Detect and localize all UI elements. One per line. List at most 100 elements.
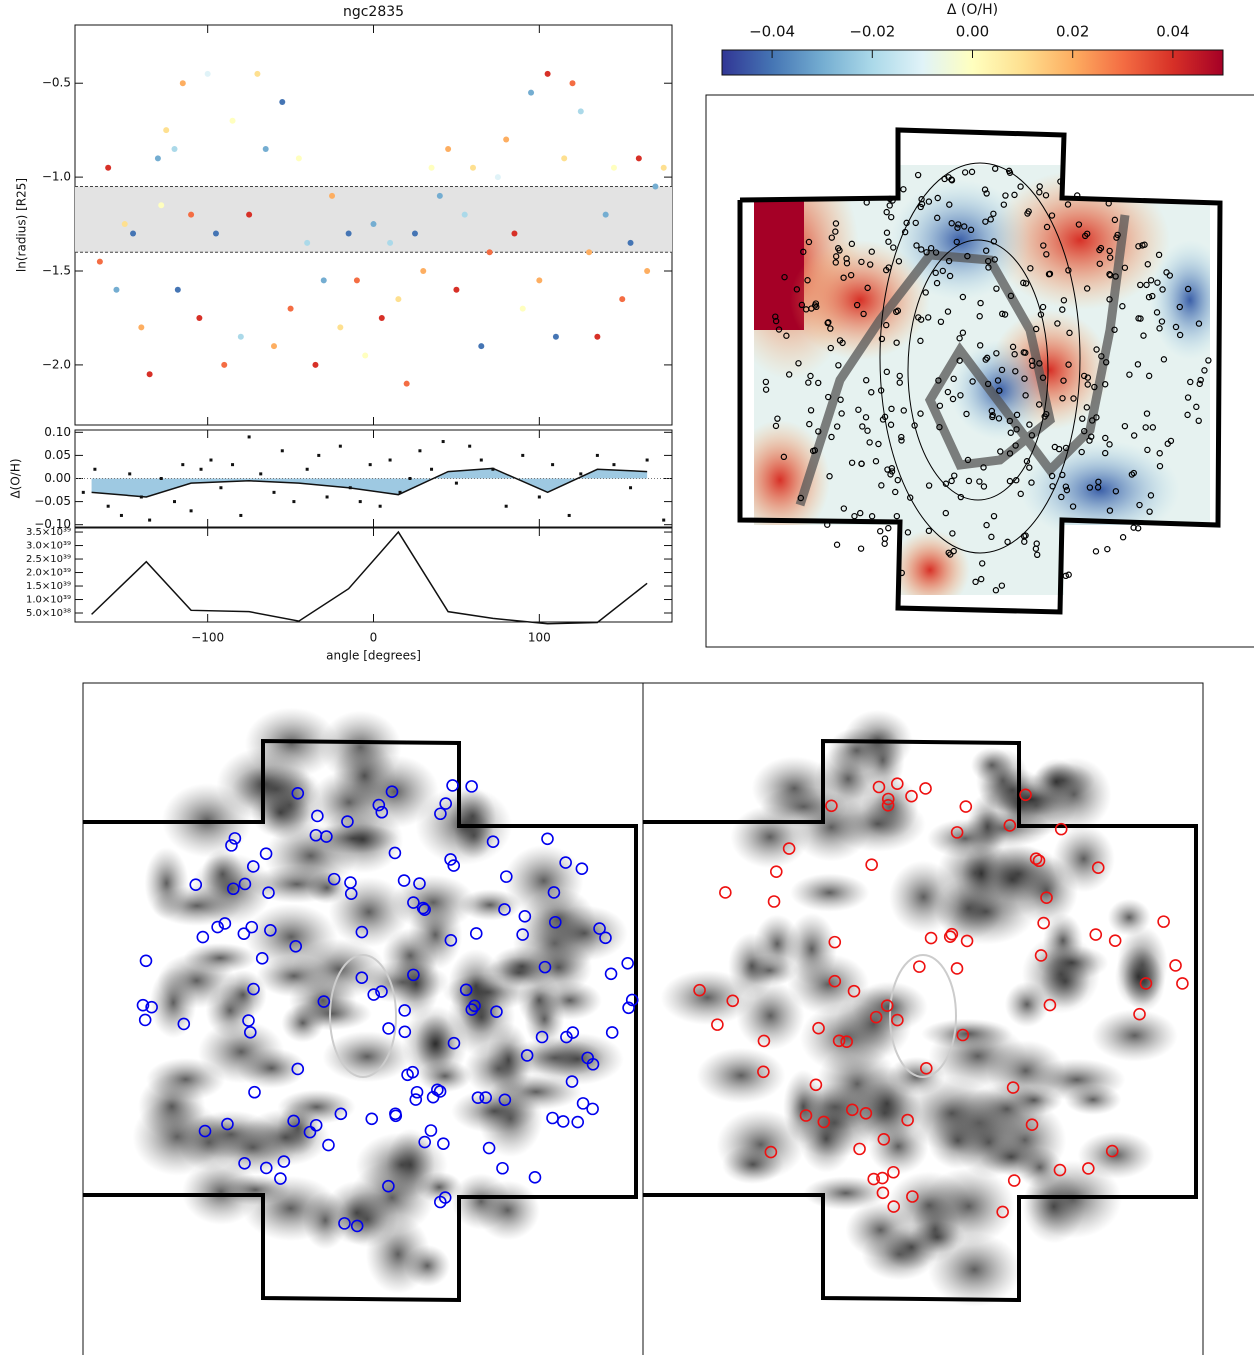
point — [635, 155, 642, 162]
region-marker — [1130, 432, 1138, 439]
blob — [263, 822, 358, 890]
point — [358, 500, 362, 504]
region-marker — [437, 1137, 450, 1150]
point — [221, 361, 228, 368]
region-marker — [898, 569, 905, 577]
region-marker — [1083, 404, 1091, 411]
point — [287, 305, 294, 312]
region-marker — [888, 213, 895, 221]
y-tick-label: 3.0×10³⁹ — [26, 541, 71, 552]
region-marker — [893, 512, 901, 520]
region-marker — [863, 199, 870, 206]
region-marker — [832, 1034, 846, 1048]
region-marker — [1084, 381, 1091, 388]
plots: −2.0 −1.5 −1.0 −0.5 ngc2835 ln(radius) [R25] −… — [9, 2, 1224, 663]
region-marker — [945, 549, 952, 556]
region-marker — [1019, 788, 1032, 802]
region-marker — [984, 380, 992, 388]
region-marker — [950, 826, 964, 839]
region-marker — [1022, 280, 1030, 287]
region-marker — [772, 313, 779, 320]
region-marker — [937, 318, 945, 326]
point — [159, 477, 163, 480]
region-marker — [885, 524, 892, 532]
point — [418, 449, 422, 453]
region-marker — [538, 960, 552, 974]
region-marker — [944, 308, 952, 315]
region-marker — [498, 903, 511, 916]
region-marker — [560, 1030, 573, 1044]
region-marker — [139, 954, 153, 968]
point — [106, 504, 110, 508]
point — [148, 518, 152, 522]
point — [627, 239, 634, 246]
region-marker — [946, 201, 953, 208]
region-marker — [956, 335, 963, 342]
region-marker — [858, 258, 865, 266]
blob — [751, 756, 837, 821]
region-marker — [885, 238, 892, 245]
region-marker — [783, 332, 790, 339]
blob — [789, 873, 870, 912]
region-marker — [876, 528, 884, 535]
region-marker — [847, 271, 855, 279]
region-marker — [757, 1034, 771, 1048]
region-marker — [355, 925, 369, 939]
blob — [531, 1032, 624, 1086]
point — [188, 211, 195, 218]
region-marker — [1013, 476, 1020, 484]
region-marker — [1137, 281, 1144, 289]
region-marker — [780, 453, 788, 461]
colorbar-tick-label: 0.00 — [956, 23, 989, 41]
region-marker — [413, 877, 426, 890]
point — [229, 117, 236, 124]
region-marker — [878, 482, 885, 489]
y-tick-label: 0.10 — [44, 425, 71, 439]
region-marker — [1146, 508, 1153, 515]
region-marker — [847, 984, 861, 998]
x-tick-label: 0 — [370, 631, 378, 645]
region-marker — [1119, 534, 1127, 541]
region-marker — [925, 482, 933, 489]
region-marker — [811, 302, 819, 309]
region-marker — [136, 998, 150, 1012]
region-marker — [762, 386, 770, 393]
region-marker — [997, 448, 1004, 455]
point — [239, 513, 243, 517]
region-marker — [1106, 271, 1113, 278]
point — [453, 286, 460, 293]
region-marker — [785, 371, 793, 378]
trend-area — [91, 468, 648, 497]
images — [83, 707, 1198, 1307]
region-marker — [887, 421, 895, 428]
point — [567, 513, 571, 517]
point — [312, 361, 319, 368]
point — [511, 230, 518, 237]
region-marker — [1187, 378, 1194, 386]
region-marker — [262, 886, 275, 899]
region-marker — [1106, 247, 1113, 255]
point — [259, 472, 263, 476]
region-marker — [434, 807, 447, 821]
point — [179, 80, 186, 87]
region-marker — [1036, 183, 1043, 190]
region-marker — [815, 379, 822, 387]
region-marker — [1049, 483, 1056, 490]
region-marker — [274, 1172, 287, 1185]
point — [537, 495, 541, 499]
region-marker — [1155, 251, 1163, 259]
region-marker — [918, 196, 925, 203]
point — [271, 343, 277, 350]
y-tick-label: −0.5 — [42, 76, 71, 90]
region-marker — [1079, 415, 1086, 422]
region-marker — [833, 423, 841, 430]
region-marker — [1029, 852, 1043, 866]
region-marker — [1012, 442, 1019, 449]
region-marker — [972, 578, 979, 586]
region-marker — [913, 960, 926, 973]
point — [262, 145, 269, 152]
point — [163, 127, 170, 134]
region-marker — [556, 1115, 570, 1128]
region-marker — [985, 264, 992, 271]
region-marker — [389, 1107, 402, 1121]
